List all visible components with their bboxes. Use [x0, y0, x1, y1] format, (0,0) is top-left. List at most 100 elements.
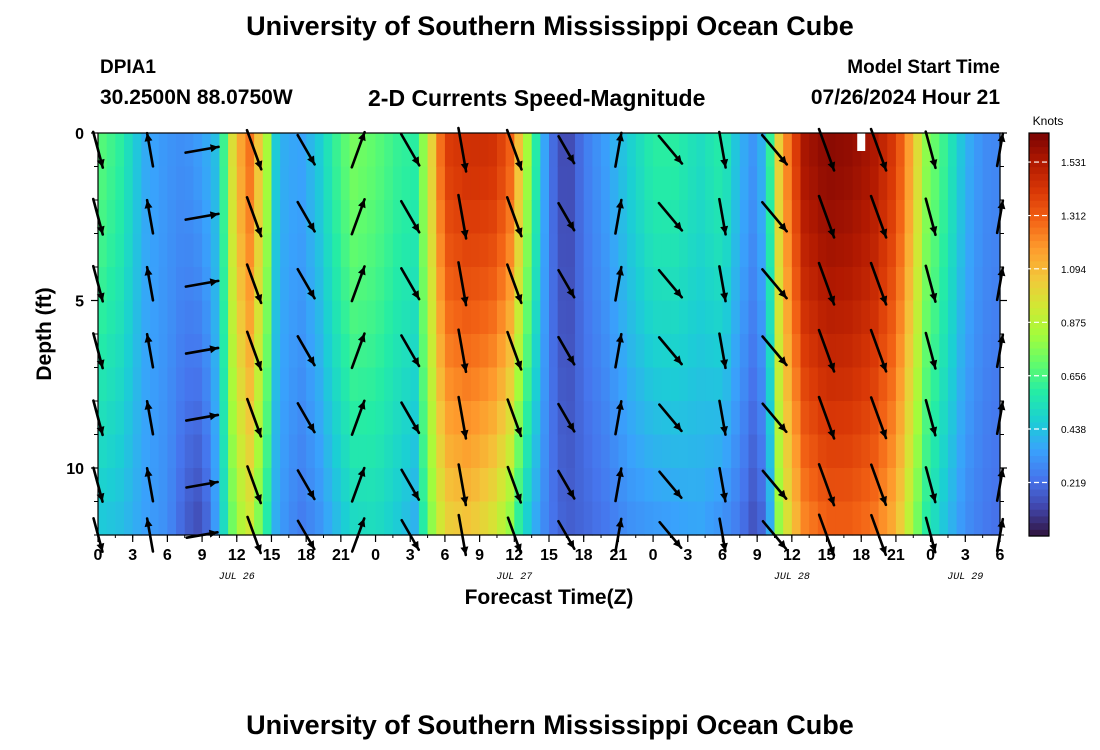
heatmap-cell: [280, 200, 290, 235]
heatmap-cell: [236, 133, 247, 168]
heatmap-cell: [98, 133, 108, 168]
heatmap-cell: [661, 166, 672, 201]
vector-arrowhead: [566, 489, 575, 499]
heatmap-cell: [618, 166, 628, 201]
heatmap-cell: [765, 166, 776, 201]
vector-arrowhead: [777, 489, 787, 499]
heatmap-cell: [375, 233, 385, 268]
heatmap-cell: [670, 434, 680, 469]
heatmap-cell: [783, 267, 793, 302]
vector-arrowhead: [566, 221, 575, 231]
heatmap-cell: [679, 501, 689, 536]
heatmap-cell: [852, 133, 862, 168]
heatmap-cell: [549, 200, 559, 235]
heatmap-cell: [262, 166, 273, 201]
heatmap-cell: [436, 334, 446, 369]
heatmap-cell: [202, 501, 212, 536]
heatmap-cell: [748, 267, 758, 302]
heatmap-cell: [236, 200, 247, 235]
x-tick-label: 6: [163, 547, 172, 564]
heatmap-cell: [540, 233, 550, 268]
heatmap-cell: [557, 200, 567, 235]
heatmap-cell: [392, 434, 403, 469]
heatmap-cell: [176, 334, 186, 369]
heatmap-cell: [262, 334, 273, 369]
current-vector: [657, 201, 684, 232]
heatmap-cell: [982, 267, 992, 302]
heatmap-cell: [887, 501, 897, 536]
heatmap-cell: [869, 166, 880, 201]
vector-arrowhead: [460, 496, 469, 505]
heatmap-cell: [167, 334, 177, 369]
heatmap-cell: [401, 501, 411, 536]
heatmap-cell: [670, 401, 680, 436]
heatmap-cell: [254, 267, 264, 302]
vector-arrowhead: [929, 493, 938, 503]
heatmap-cell: [115, 233, 125, 268]
heatmap-cell: [921, 200, 932, 235]
heatmap-cell: [982, 133, 992, 168]
heatmap-cell: [861, 334, 871, 369]
heatmap-cell: [306, 434, 316, 469]
heatmap-cell: [800, 334, 810, 369]
heatmap-cell: [349, 300, 359, 335]
current-vector: [296, 133, 316, 166]
heatmap-cell: [618, 334, 628, 369]
heatmap-cell: [358, 434, 368, 469]
heatmap-cell: [115, 501, 125, 536]
heatmap-cell: [722, 434, 732, 469]
heatmap-cell: [479, 334, 489, 369]
heatmap-cell: [783, 434, 793, 469]
heatmap-cell: [531, 133, 541, 168]
heatmap-cell: [514, 267, 524, 302]
heatmap-cell: [956, 133, 966, 168]
heatmap-cell: [470, 367, 481, 402]
heatmap-cell: [921, 133, 932, 168]
heatmap-cell: [913, 133, 923, 168]
heatmap-cell: [384, 200, 394, 235]
heatmap-cell: [410, 434, 420, 469]
vector-arrowhead: [358, 199, 366, 209]
heatmap-cell: [505, 200, 515, 235]
current-vector: [296, 469, 316, 501]
heatmap-cell: [774, 468, 784, 503]
heatmap-cell: [288, 133, 299, 168]
current-vector: [557, 268, 576, 299]
heatmap-cell: [505, 367, 515, 402]
heatmap-cell: [375, 334, 385, 369]
heatmap-cell: [141, 468, 151, 503]
current-vector: [924, 130, 938, 170]
heatmap-cell: [297, 501, 307, 536]
heatmap-cell: [904, 166, 914, 201]
heatmap-cell: [635, 401, 646, 436]
heatmap-cell: [124, 468, 134, 503]
heatmap-cell: [228, 233, 238, 268]
heatmap-cell: [609, 166, 619, 201]
current-vector: [245, 196, 263, 238]
heatmap-cell: [106, 501, 116, 536]
heatmap-cell: [358, 334, 368, 369]
heatmap-cell: [817, 367, 828, 402]
vector-arrowhead: [929, 292, 938, 302]
heatmap-cell: [817, 200, 828, 235]
heatmap-cell: [470, 166, 481, 201]
heatmap-cell: [236, 267, 247, 302]
heatmap-cell: [739, 334, 750, 369]
heatmap-cell: [340, 334, 351, 369]
heatmap-cell: [895, 233, 906, 268]
heatmap-cell: [115, 468, 125, 503]
heatmap-cell: [392, 468, 403, 503]
heatmap-cell: [661, 133, 672, 168]
heatmap-cell: [748, 200, 758, 235]
heatmap-cell: [106, 334, 116, 369]
current-vector: [400, 401, 421, 435]
heatmap-cell: [731, 133, 741, 168]
heatmap-cell: [965, 166, 975, 201]
heatmap-cell: [913, 267, 923, 302]
heatmap-cell: [869, 334, 880, 369]
heatmap-cell: [401, 166, 411, 201]
heatmap-cell: [280, 401, 290, 436]
heatmap-cell: [332, 166, 342, 201]
heatmap-cell: [184, 267, 195, 302]
heatmap-cell: [141, 434, 151, 469]
